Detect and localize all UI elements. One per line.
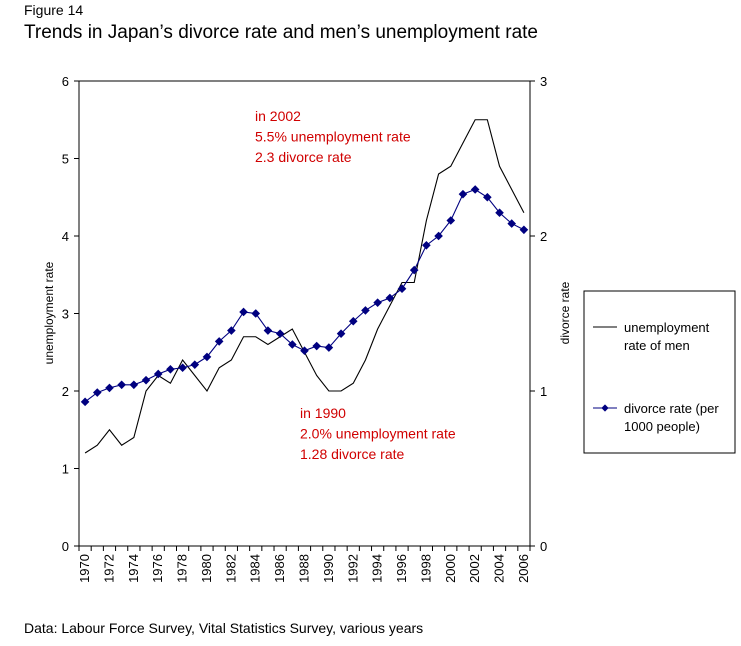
x-tick-label: 1994 <box>370 554 385 583</box>
data-point <box>117 380 126 390</box>
x-tick-label: 1972 <box>101 554 116 583</box>
data-point <box>92 388 102 397</box>
y-left-tick-label: 3 <box>62 307 69 322</box>
y-right-tick-label: 1 <box>540 384 547 399</box>
y-left-label: unemployment rate <box>42 261 56 364</box>
data-point <box>446 216 456 225</box>
data-point <box>336 329 346 338</box>
y-left-tick-label: 1 <box>62 462 69 477</box>
source-note: Data: Labour Force Survey, Vital Statist… <box>24 620 424 636</box>
annotation-line: 2.0% unemployment rate <box>300 426 456 442</box>
legend-box <box>583 290 736 454</box>
data-point <box>519 225 529 235</box>
annotation-line: 1.28 divorce rate <box>300 446 404 462</box>
data-point <box>129 380 139 390</box>
data-point <box>495 208 504 218</box>
x-tick-label: 2006 <box>516 554 531 583</box>
x-tick-label: 1988 <box>297 554 312 583</box>
series-layer <box>80 119 529 454</box>
x-tick-label: 2002 <box>467 554 482 583</box>
legend-label: 1000 people) <box>624 419 700 434</box>
data-point <box>178 363 187 373</box>
data-point <box>300 346 309 356</box>
x-tick-label: 1974 <box>126 554 141 583</box>
y-left-tick-label: 0 <box>62 539 69 554</box>
data-point <box>153 369 163 379</box>
legend-marker <box>601 404 609 412</box>
annotation-line: 2.3 divorce rate <box>255 149 352 165</box>
x-tick-label: 2000 <box>443 554 458 583</box>
data-point <box>385 293 395 303</box>
x-tick-label: 1986 <box>272 554 287 583</box>
y-left-tick-label: 4 <box>62 229 69 244</box>
x-tick-label: 1990 <box>321 554 336 583</box>
x-tick-label: 1982 <box>223 554 238 583</box>
data-point <box>373 298 382 307</box>
annotation-line: 5.5% unemployment rate <box>255 129 411 145</box>
data-point <box>348 316 358 326</box>
legend-label: divorce rate (per <box>624 401 719 416</box>
y-left-tick-label: 5 <box>62 152 69 167</box>
data-point <box>166 364 175 374</box>
annotations: in 2002 5.5% unemployment rate 2.3 divorce… <box>255 108 456 462</box>
data-point <box>434 231 443 241</box>
annotation-line: in 1990 <box>300 405 346 421</box>
x-tick-label: 1992 <box>345 554 360 583</box>
right-axis: 0 1 2 3 <box>530 74 547 554</box>
data-point <box>251 309 261 318</box>
legend: unemployment rate of men divorce rate (per… <box>583 290 736 454</box>
y-right-tick-label: 0 <box>540 539 547 554</box>
data-point <box>361 306 370 315</box>
y-right-tick-label: 3 <box>540 74 547 89</box>
legend-label: unemployment <box>624 320 710 335</box>
data-point <box>422 240 431 250</box>
y-left-tick-label: 2 <box>62 384 69 399</box>
data-point <box>312 341 321 351</box>
data-point <box>214 337 224 346</box>
x-tick-label: 1976 <box>150 554 165 583</box>
data-point <box>105 383 114 393</box>
data-point <box>263 326 273 335</box>
chart-title: Trends in Japan’s divorce rate and men’s… <box>24 22 538 43</box>
x-tick-label: 1996 <box>394 554 409 583</box>
data-point <box>80 397 90 407</box>
legend-label: rate of men <box>624 338 690 353</box>
x-axis: 1970 1972 1974 1976 1978 1980 1982 1984 1986 1988… <box>77 546 531 583</box>
x-tick-label: 1984 <box>248 554 263 583</box>
data-point <box>507 219 517 228</box>
y-left-tick-label: 6 <box>62 74 69 89</box>
y-right-tick-label: 2 <box>540 229 547 244</box>
x-tick-label: 1970 <box>77 554 92 583</box>
data-point <box>409 265 419 275</box>
x-tick-label: 2004 <box>492 554 507 583</box>
y-right-label: divorce rate <box>558 281 572 344</box>
data-point <box>141 375 151 385</box>
left-axis: 0 1 2 3 4 5 6 <box>62 74 79 554</box>
x-tick-label: 1978 <box>175 554 190 583</box>
figure-label: Figure 14 <box>24 2 84 18</box>
data-point <box>190 360 200 369</box>
data-point <box>458 189 468 199</box>
data-point <box>324 343 334 352</box>
data-point <box>483 192 492 202</box>
series-line-2 <box>84 188 525 403</box>
data-point <box>227 326 236 335</box>
data-point <box>470 185 480 194</box>
series-line-1 <box>84 119 525 454</box>
data-point <box>397 284 407 294</box>
data-point <box>202 352 212 362</box>
data-point <box>288 340 297 349</box>
data-point <box>239 307 248 317</box>
data-point <box>275 329 285 338</box>
annotation-line: in 2002 <box>255 108 301 124</box>
x-tick-label: 1980 <box>199 554 214 583</box>
x-tick-label: 1998 <box>418 554 433 583</box>
